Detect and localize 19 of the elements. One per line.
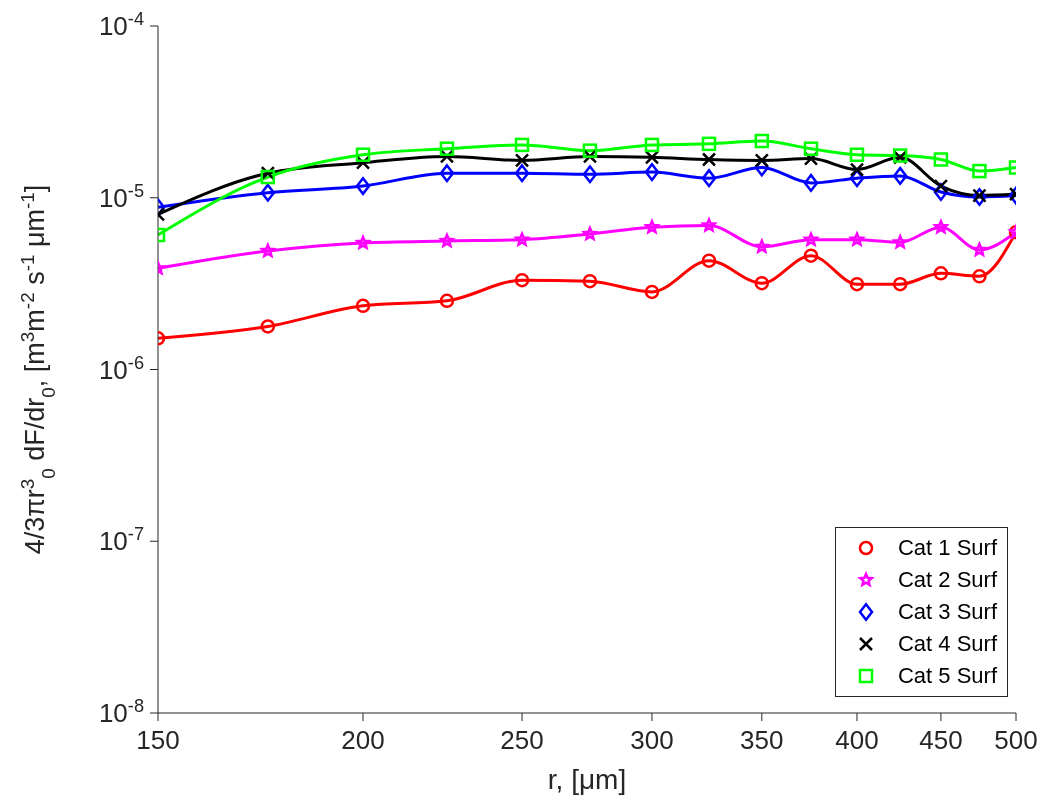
x-tick-label: 500: [994, 725, 1038, 755]
x-axis-title: r, [μm]: [547, 764, 627, 795]
y-tick-label: 10$^{-8}$: [98, 696, 144, 728]
legend-label: Cat 1 Surf: [897, 534, 997, 562]
y-tick-label: 10$^{-5}$: [98, 180, 144, 213]
legend-label: Cat 2 Surf: [897, 566, 997, 594]
x-tick-label: 300: [630, 725, 674, 755]
legend-label: Cat 3 Surf: [897, 598, 997, 626]
y-tick-label: 10$^{-6}$: [98, 352, 144, 385]
legend-label: Cat 5 Surf: [897, 662, 997, 690]
x-tick-label: 450: [919, 725, 963, 755]
x-tick-label: 150: [136, 725, 180, 755]
x-tick-label: 350: [740, 725, 784, 755]
y-tick-label: 10$^{-4}$: [98, 9, 144, 41]
y-tick-label: 10$^{-7}$: [98, 524, 144, 557]
x-tick-label: 400: [835, 725, 879, 755]
x-tick-label: 250: [500, 725, 544, 755]
x-tick-label: 200: [341, 725, 385, 755]
legend-label: Cat 4 Surf: [897, 630, 997, 658]
